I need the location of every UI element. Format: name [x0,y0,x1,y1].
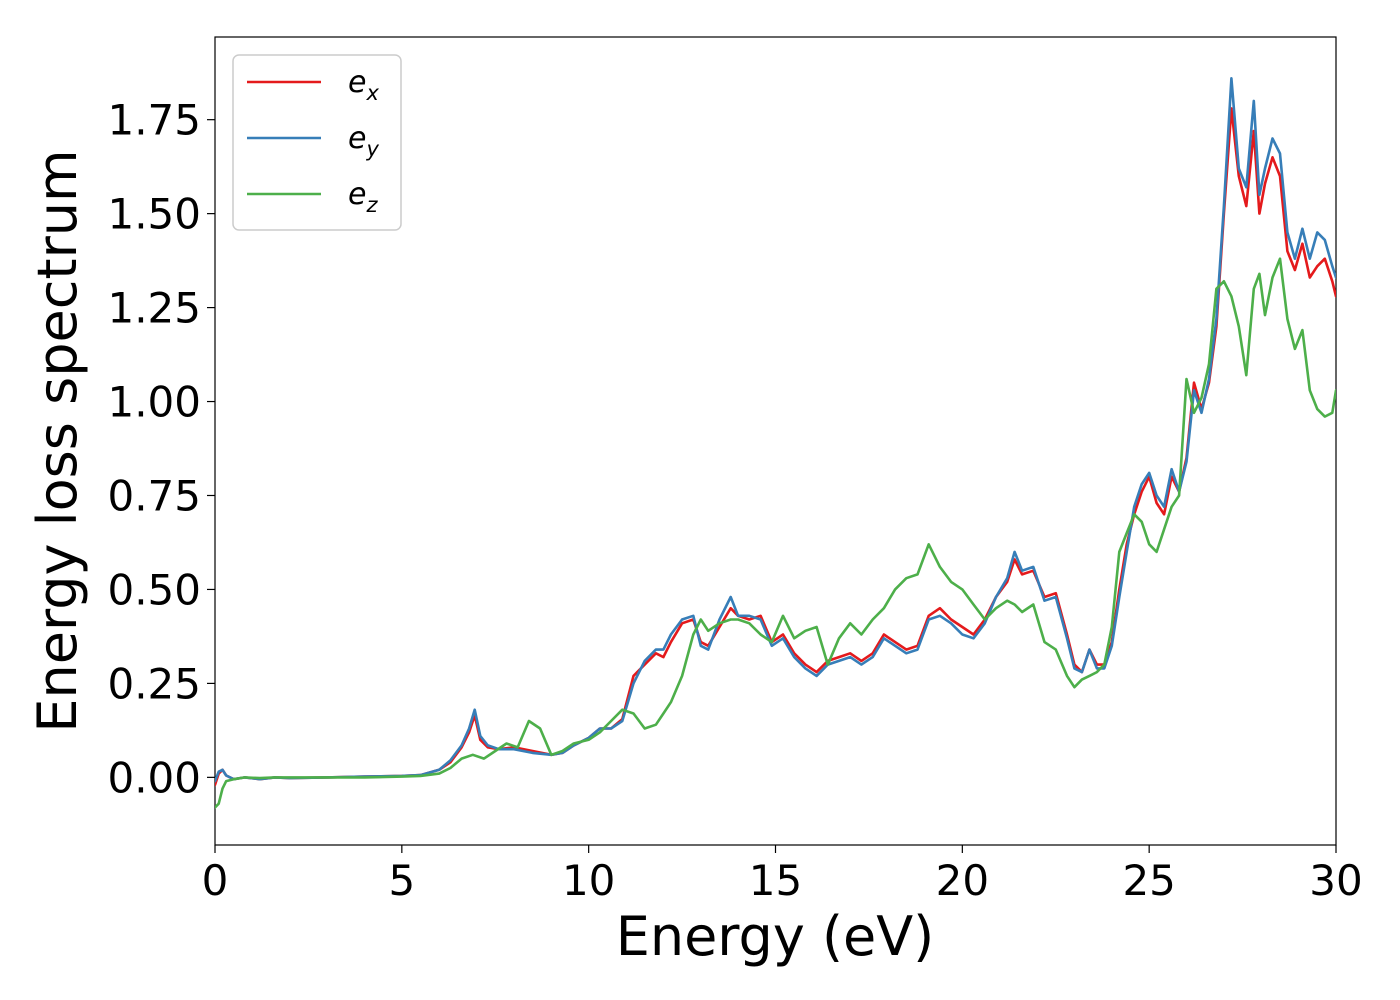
y-axis-label: Energy loss spectrum [26,149,89,732]
x-tick-label: 10 [562,856,615,905]
x-tick-label: 5 [388,856,415,905]
plot-area [214,36,1337,846]
x-tick-label: 20 [936,856,989,905]
y-tick-label: 0.00 [107,753,201,802]
y-tick-label: 0.50 [107,565,201,614]
series-group [215,77,1336,809]
legend-label-x: ex [348,65,379,105]
x-tick-label: 0 [202,856,229,905]
x-tick-label: 25 [1122,856,1175,905]
y-tick-label: 1.25 [107,284,201,333]
legend-label-y: ey [348,121,379,161]
y-tick-label: 1.75 [107,96,201,145]
y-axis: 0.00 0.25 0.50 0.75 1.00 1.25 1.50 1.75 [107,96,215,802]
y-tick-label: 0.25 [107,659,201,708]
y-tick-label: 1.00 [107,378,201,427]
legend-label-z: ez [348,177,378,217]
series-line-y [215,77,1336,783]
y-tick-label: 1.50 [107,190,201,239]
legend: ex ey ez [232,54,402,231]
x-tick-label: 30 [1309,856,1362,905]
legend-box [232,54,402,231]
x-axis-label: Energy (eV) [616,905,935,968]
x-tick-label: 15 [749,856,802,905]
y-tick-label: 0.75 [107,471,201,520]
series-line-z [215,257,1336,809]
x-axis: 0 5 10 15 20 25 30 [202,845,1363,905]
